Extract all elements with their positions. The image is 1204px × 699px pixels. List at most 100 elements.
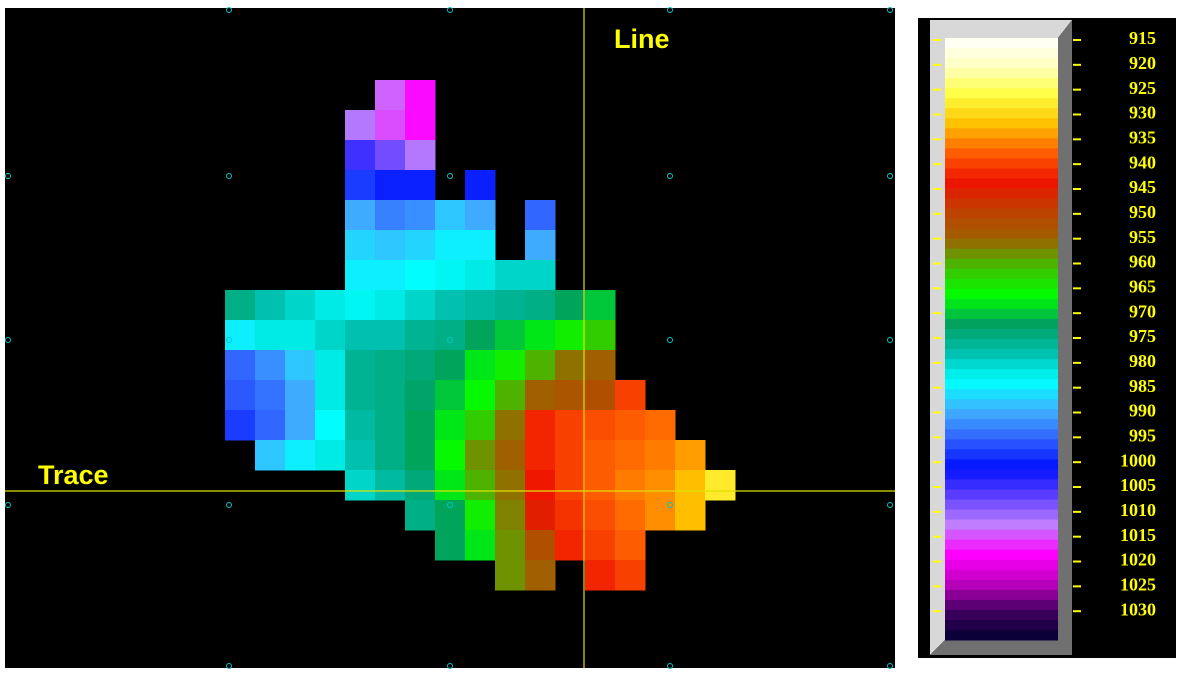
cell: [255, 440, 286, 471]
cell: [465, 410, 496, 441]
grid-marker: [887, 663, 893, 669]
cell: [495, 380, 526, 411]
cell: [495, 440, 526, 471]
cell: [555, 350, 586, 381]
colorbar-band: [945, 499, 1058, 511]
colorbar-band: [945, 298, 1058, 310]
tick-label: 915: [1129, 28, 1156, 48]
grid-marker: [226, 337, 232, 343]
cell: [465, 380, 496, 411]
cell: [225, 290, 256, 321]
cell: [525, 560, 556, 591]
cell: [345, 140, 376, 171]
cell: [495, 320, 526, 351]
cell: [225, 320, 256, 351]
cell: [555, 530, 586, 561]
colorbar-band: [945, 399, 1058, 410]
grid-marker: [447, 173, 453, 179]
colorbar-band: [945, 158, 1058, 169]
cell: [435, 290, 466, 321]
tick-label: 1010: [1120, 500, 1156, 520]
cell: [555, 320, 586, 351]
cell: [525, 530, 556, 561]
colorbar-band: [945, 369, 1058, 380]
tick-label: 1005: [1120, 475, 1156, 495]
cell: [525, 230, 556, 261]
cell: [315, 320, 346, 351]
tick-label: 1025: [1120, 574, 1156, 594]
cell: [555, 500, 586, 531]
cell: [615, 530, 646, 561]
colorbar-ticks: 915 920 925 930 935 940 945 950 955 960 965 970 975 9…: [933, 28, 1156, 619]
cell: [255, 350, 286, 381]
cell: [465, 350, 496, 381]
grid-marker: [667, 173, 673, 179]
cell: [345, 320, 376, 351]
cell: [525, 500, 556, 531]
cell: [405, 320, 436, 351]
tick-label: 985: [1129, 376, 1156, 396]
colorbar-band: [945, 328, 1058, 340]
cell: [465, 200, 496, 231]
cell: [435, 410, 466, 441]
tick-label: 945: [1129, 177, 1156, 197]
colorbar-band: [945, 439, 1058, 450]
colorbar-band: [945, 629, 1058, 641]
colorbar-band: [945, 68, 1058, 79]
colorbar-band: [945, 609, 1058, 621]
colorbar-band: [945, 529, 1058, 541]
grid-marker: [887, 502, 893, 508]
tick-label: 935: [1129, 127, 1156, 147]
cell: [345, 260, 376, 291]
cell: [525, 440, 556, 471]
colorbar-band: [945, 238, 1058, 250]
colorbar-band: [945, 248, 1058, 260]
cell: [405, 140, 436, 171]
cell: [375, 440, 406, 471]
tick-label: 980: [1129, 351, 1156, 371]
cell: [375, 350, 406, 381]
colorbar-band: [945, 228, 1058, 240]
cell: [645, 470, 676, 501]
grid-marker: [5, 502, 11, 508]
cell: [615, 560, 646, 591]
cell: [375, 230, 406, 261]
cell: [285, 410, 316, 441]
colorbar-band: [945, 258, 1058, 270]
cell: [525, 380, 556, 411]
cell: [465, 230, 496, 261]
cell: [435, 260, 466, 291]
cell: [525, 350, 556, 381]
cell: [375, 200, 406, 231]
cell: [585, 560, 616, 591]
tick-label: 975: [1129, 326, 1156, 346]
heatmap: [225, 80, 736, 591]
colorbar-band: [945, 579, 1058, 591]
tick-label: 1020: [1120, 550, 1156, 570]
cell: [645, 500, 676, 531]
colorbar-band: [945, 589, 1058, 601]
cell: [585, 440, 616, 471]
cell: [465, 440, 496, 471]
tick-label: 965: [1129, 276, 1156, 296]
colorbar-band: [945, 78, 1058, 89]
colorbar-band: [945, 218, 1058, 230]
cell: [405, 410, 436, 441]
cell: [435, 530, 466, 561]
cell: [405, 110, 436, 141]
cell: [315, 440, 346, 471]
bevel-light: [930, 20, 1072, 655]
colorbar-band: [945, 409, 1058, 420]
colorbar-band: [945, 58, 1058, 69]
cell: [495, 410, 526, 441]
tick-label: 940: [1129, 152, 1156, 172]
cell: [285, 320, 316, 351]
grid-marker: [667, 7, 673, 13]
colorbar-band: [945, 379, 1058, 390]
colorbar-band: [945, 198, 1058, 210]
cell: [255, 380, 286, 411]
cell: [285, 290, 316, 321]
cell: [345, 470, 376, 501]
cell: [495, 260, 526, 291]
